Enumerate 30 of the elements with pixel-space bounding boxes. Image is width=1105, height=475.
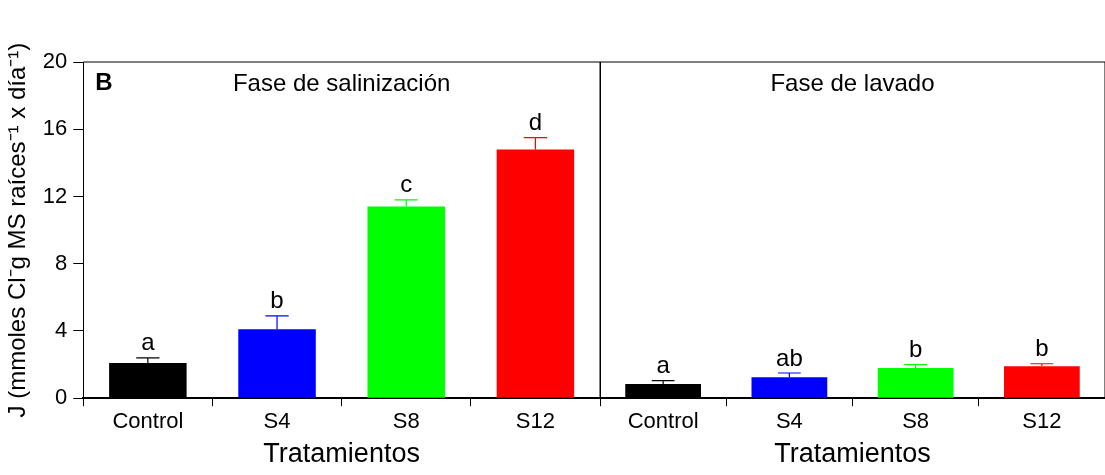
annotation: a xyxy=(656,351,671,379)
y-tick-label: 12 xyxy=(42,182,68,208)
annotation: b xyxy=(270,286,284,314)
chart-title: Fase de lavado xyxy=(770,68,935,96)
x-tick-label: Control xyxy=(112,408,184,434)
y-tick-label: 16 xyxy=(42,115,68,141)
chart-title: Fase de salinización xyxy=(232,68,451,96)
x-axis-title: Tratamientos xyxy=(263,438,420,469)
x-tick-label: Control xyxy=(627,408,699,434)
annotation: d xyxy=(528,108,543,136)
bar xyxy=(877,367,954,398)
annotation: ab xyxy=(776,343,803,371)
annotation: b xyxy=(1035,334,1049,362)
annotation: a xyxy=(141,328,156,356)
annotation: B xyxy=(95,67,113,95)
y-tick-label: 8 xyxy=(55,249,68,275)
x-tick-label: S12 xyxy=(515,408,555,434)
x-axis-title: Tratamientos xyxy=(774,438,931,469)
bar xyxy=(1004,366,1080,398)
y-axis-title: J (mmoles Cl⁻g MS raíces⁻¹ x día⁻¹) xyxy=(3,42,31,418)
y-tick-label: 0 xyxy=(55,384,68,410)
x-tick-label: S8 xyxy=(902,408,930,434)
y-tick-label: 4 xyxy=(55,317,68,343)
x-tick-label: S4 xyxy=(263,408,291,434)
y-tick-label: 20 xyxy=(42,48,68,74)
annotation: c xyxy=(400,170,413,198)
x-tick-label: S8 xyxy=(392,408,420,434)
annotation: b xyxy=(908,335,923,363)
x-tick-label: S4 xyxy=(775,408,803,434)
x-tick-label: S12 xyxy=(1022,408,1062,434)
